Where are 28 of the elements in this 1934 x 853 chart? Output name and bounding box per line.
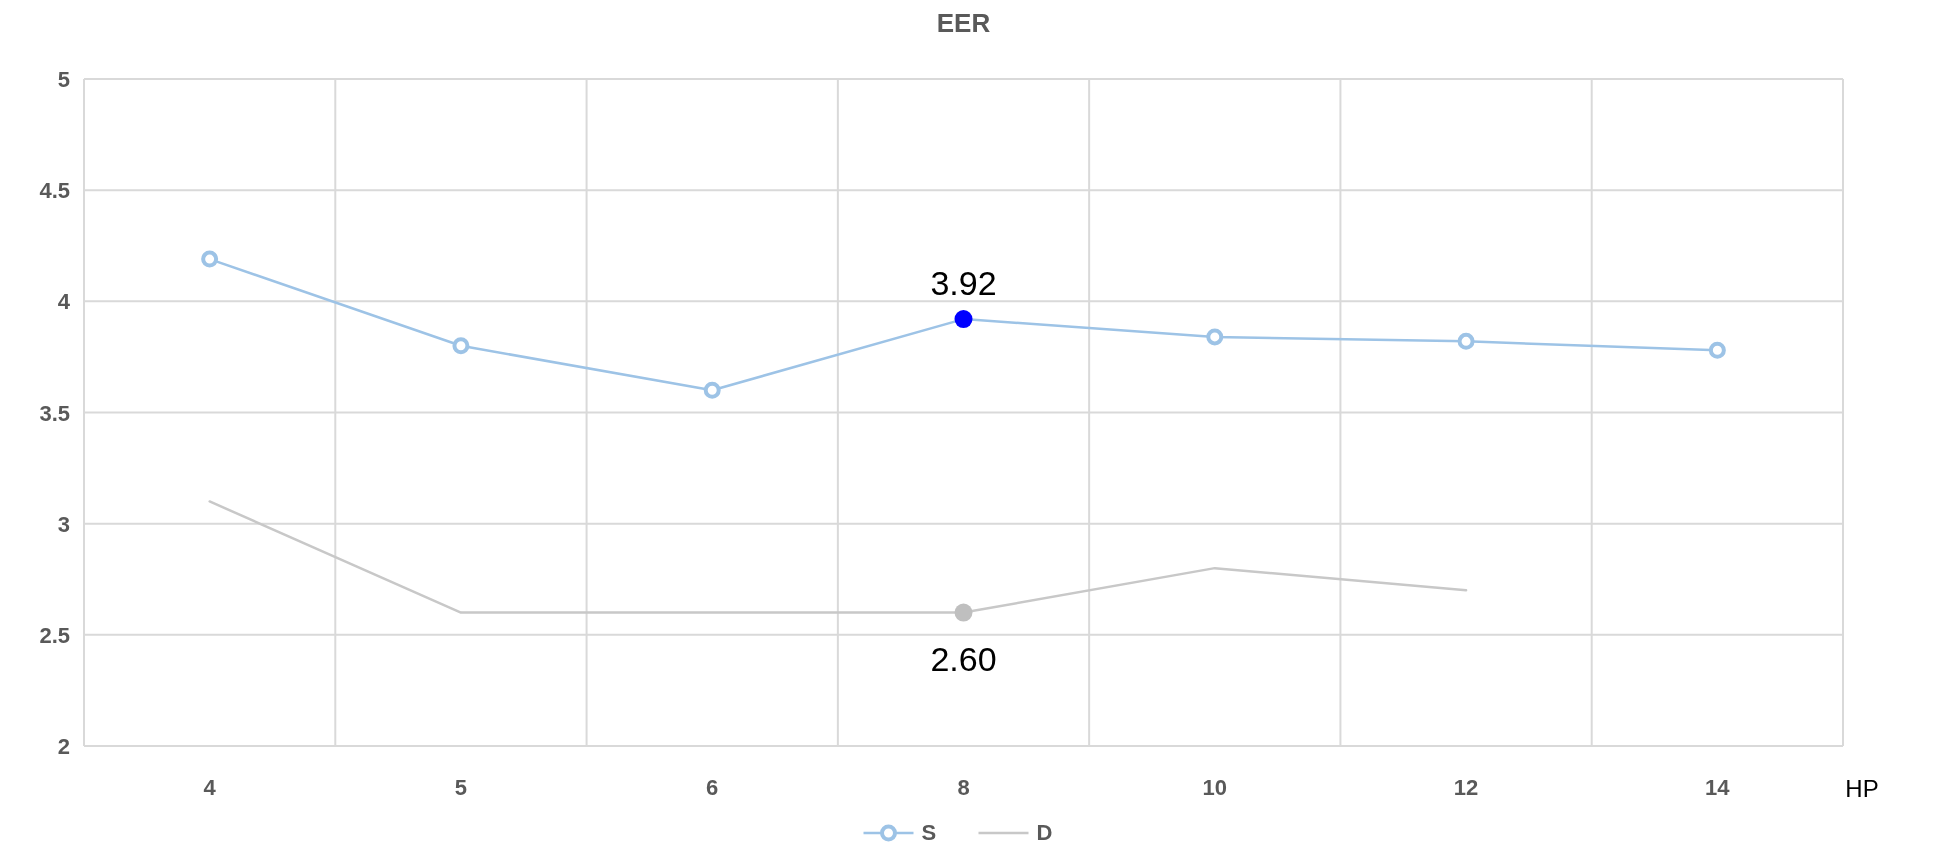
x-tick-label: 5: [454, 775, 468, 800]
y-tick-label: 3: [57, 511, 70, 537]
point: [703, 381, 721, 399]
point: [954, 603, 973, 622]
y-tick-label: 4: [57, 289, 71, 315]
point: [1206, 328, 1224, 346]
point: [452, 337, 470, 355]
y-tick-label: 4.5: [39, 178, 70, 204]
x-tick-label: 4: [203, 775, 217, 800]
legend-label: D: [1036, 820, 1053, 845]
x-tick-label: 14: [1705, 775, 1731, 800]
x-tick-label: 10: [1202, 775, 1228, 800]
y-tick-label: 5: [57, 67, 70, 92]
point: [1457, 332, 1475, 350]
point: [954, 310, 973, 329]
x-tick-label: 6: [706, 775, 719, 800]
y-tick-label: 2: [57, 734, 70, 759]
legend-label: S: [921, 820, 937, 845]
data-label: 3.92: [930, 264, 997, 303]
x-tick-label: 12: [1453, 775, 1479, 800]
point: [1708, 341, 1726, 359]
point: [201, 250, 219, 268]
chart-title: EER: [936, 8, 991, 38]
y-tick-label: 2.5: [39, 622, 70, 648]
x-tick-label: 8: [957, 775, 970, 800]
x-axis-title: HP: [1845, 775, 1879, 802]
y-tick-label: 3.5: [39, 400, 70, 426]
data-label: 2.60: [930, 639, 997, 678]
